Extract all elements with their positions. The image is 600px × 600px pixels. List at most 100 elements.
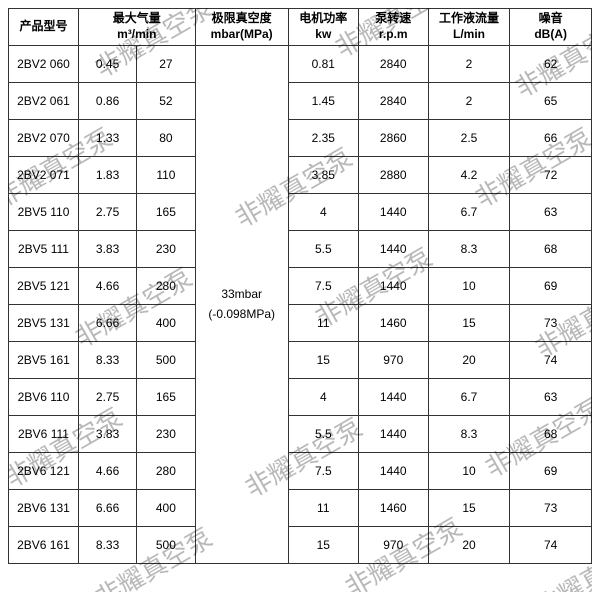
cell: 500: [137, 527, 195, 564]
cell: 3.83: [78, 416, 136, 453]
cell: 4.66: [78, 268, 136, 305]
cell: 2.5: [428, 120, 510, 157]
cell: 400: [137, 305, 195, 342]
cell: 1460: [358, 490, 428, 527]
cell: 10: [428, 268, 510, 305]
cell: 65: [510, 83, 592, 120]
cell: 2880: [358, 157, 428, 194]
cell: 2: [428, 46, 510, 83]
table-row: 2BV5 1618.33500159702074: [9, 342, 592, 379]
vacuum-merged-cell: 33mbar(-0.098MPa): [195, 46, 288, 564]
cell: 2BV2 060: [9, 46, 79, 83]
cell: 2BV6 161: [9, 527, 79, 564]
cell: 2BV2 071: [9, 157, 79, 194]
cell: 2.75: [78, 194, 136, 231]
cell: 74: [510, 527, 592, 564]
cell: 2840: [358, 46, 428, 83]
cell: 4.66: [78, 453, 136, 490]
cell: 15: [428, 490, 510, 527]
col-noise: 噪音 dB(A): [510, 9, 592, 46]
cell: 280: [137, 453, 195, 490]
table-row: 2BV5 1214.662807.514401069: [9, 268, 592, 305]
table-row: 2BV2 0610.86521.452840265: [9, 83, 592, 120]
cell: 1440: [358, 453, 428, 490]
cell: 970: [358, 342, 428, 379]
header-row: 产品型号 最大气量 m³/min 极限真空度 mbar(MPa) 电机功率 kw: [9, 9, 592, 46]
cell: 15: [288, 527, 358, 564]
cell: 230: [137, 231, 195, 268]
cell: 2.75: [78, 379, 136, 416]
table-row: 2BV6 1214.662807.514401069: [9, 453, 592, 490]
cell: 62: [510, 46, 592, 83]
cell: 15: [428, 305, 510, 342]
cell: 8.3: [428, 231, 510, 268]
col-model: 产品型号: [9, 9, 79, 46]
table-row: 2BV5 1316.664001114601573: [9, 305, 592, 342]
cell: 27: [137, 46, 195, 83]
cell: 63: [510, 194, 592, 231]
col-air: 最大气量 m³/min: [78, 9, 195, 46]
cell: 2BV6 110: [9, 379, 79, 416]
cell: 68: [510, 231, 592, 268]
cell: 73: [510, 490, 592, 527]
cell: 2: [428, 83, 510, 120]
cell: 0.45: [78, 46, 136, 83]
cell: 20: [428, 342, 510, 379]
cell: 2BV2 070: [9, 120, 79, 157]
cell: 8.33: [78, 342, 136, 379]
cell: 20: [428, 527, 510, 564]
cell: 7.5: [288, 268, 358, 305]
cell: 66: [510, 120, 592, 157]
table-row: 2BV2 0711.831103.8528804.272: [9, 157, 592, 194]
cell: 69: [510, 268, 592, 305]
col-flow: 工作液流量 L/min: [428, 9, 510, 46]
cell: 1.33: [78, 120, 136, 157]
cell: 11: [288, 490, 358, 527]
cell: 2BV5 111: [9, 231, 79, 268]
cell: 1460: [358, 305, 428, 342]
cell: 2BV5 121: [9, 268, 79, 305]
cell: 5.5: [288, 416, 358, 453]
table-row: 2BV2 0600.452733mbar(-0.098MPa)0.8128402…: [9, 46, 592, 83]
col-power: 电机功率 kw: [288, 9, 358, 46]
cell: 230: [137, 416, 195, 453]
cell: 11: [288, 305, 358, 342]
cell: 1440: [358, 268, 428, 305]
cell: 2BV6 121: [9, 453, 79, 490]
cell: 1.83: [78, 157, 136, 194]
cell: 8.3: [428, 416, 510, 453]
cell: 500: [137, 342, 195, 379]
cell: 2BV5 131: [9, 305, 79, 342]
cell: 73: [510, 305, 592, 342]
cell: 1440: [358, 416, 428, 453]
cell: 63: [510, 379, 592, 416]
cell: 4: [288, 194, 358, 231]
table-row: 2BV6 1618.33500 159702074: [9, 527, 592, 564]
table-row: 2BV5 1102.75165414406.763: [9, 194, 592, 231]
cell: 4: [288, 379, 358, 416]
spec-table: 产品型号 最大气量 m³/min 极限真空度 mbar(MPa) 电机功率 kw: [8, 8, 592, 564]
cell: 80: [137, 120, 195, 157]
table-row: 2BV6 1316.664001114601573: [9, 490, 592, 527]
cell: 400: [137, 490, 195, 527]
cell: 7.5: [288, 453, 358, 490]
cell: 0.81: [288, 46, 358, 83]
cell: 52: [137, 83, 195, 120]
cell: 6.7: [428, 194, 510, 231]
cell: 1440: [358, 231, 428, 268]
cell: 1440: [358, 194, 428, 231]
cell: 4.2: [428, 157, 510, 194]
cell: 970: [358, 527, 428, 564]
table-row: 2BV2 0701.33802.3528602.566: [9, 120, 592, 157]
col-vacuum: 极限真空度 mbar(MPa): [195, 9, 288, 46]
table-row: 2BV6 1102.75165414406.763: [9, 379, 592, 416]
cell: 2840: [358, 83, 428, 120]
cell: 2860: [358, 120, 428, 157]
cell: 6.7: [428, 379, 510, 416]
cell: 3.83: [78, 231, 136, 268]
cell: 3.85: [288, 157, 358, 194]
cell: 1.45: [288, 83, 358, 120]
cell: 0.86: [78, 83, 136, 120]
cell: 8.33: [78, 527, 136, 564]
cell: 10: [428, 453, 510, 490]
